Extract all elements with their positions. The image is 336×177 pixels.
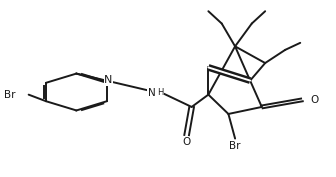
Text: Br: Br [4, 90, 15, 100]
Text: N: N [104, 75, 113, 85]
Text: O: O [182, 137, 191, 147]
Text: Br: Br [229, 141, 241, 151]
Text: N: N [148, 88, 155, 98]
Text: H: H [157, 88, 163, 97]
Text: O: O [310, 95, 319, 105]
